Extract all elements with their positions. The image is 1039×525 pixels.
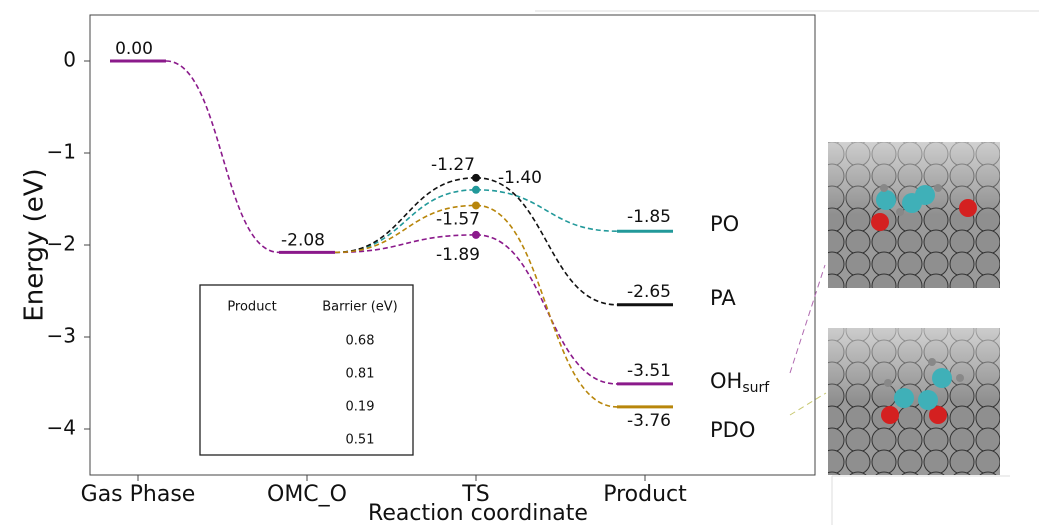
series-name: PDO xyxy=(710,418,755,442)
value-label: -1.57 xyxy=(436,209,480,229)
x-tick-label: TS xyxy=(461,482,489,507)
y-tick-label: −4 xyxy=(47,416,76,440)
connector xyxy=(334,204,477,254)
ts-point xyxy=(472,201,480,210)
y-tick-label: −2 xyxy=(47,232,76,256)
x-tick-label: OMC_O xyxy=(267,482,347,507)
series-label: PO xyxy=(710,212,739,236)
y-tick-label: −1 xyxy=(47,140,76,164)
connector xyxy=(475,177,618,306)
ts-point xyxy=(472,173,480,182)
series-name-subscript: surf xyxy=(742,380,770,396)
value-label: -3.76 xyxy=(627,411,671,431)
connector xyxy=(475,204,618,408)
ts-point xyxy=(472,230,480,239)
x-axis-label: Reaction coordinate xyxy=(368,501,588,525)
series-name: OH xyxy=(710,369,742,393)
table-header: Product xyxy=(227,300,276,315)
value-label: -1.89 xyxy=(436,245,480,265)
x-tick-label: Gas Phase xyxy=(81,482,196,507)
table-barrier: 0.68 xyxy=(346,334,375,349)
connector xyxy=(475,189,618,232)
series-label: OHsurf xyxy=(710,369,770,396)
value-label: -1.40 xyxy=(498,168,542,188)
series-name: PA xyxy=(710,286,736,310)
value-label: -3.51 xyxy=(627,361,671,381)
structure-image xyxy=(789,142,1000,475)
value-label: -1.85 xyxy=(627,207,671,227)
connector xyxy=(165,60,280,254)
table-header: Barrier (eV) xyxy=(322,300,397,315)
connector xyxy=(475,234,618,385)
y-tick-label: 0 xyxy=(63,48,76,72)
table-barrier: 0.19 xyxy=(346,400,375,415)
connector xyxy=(334,234,477,254)
table-barrier: 0.51 xyxy=(346,433,375,448)
series-name: PO xyxy=(710,212,739,236)
value-label: -2.65 xyxy=(627,282,671,302)
value-label: -1.27 xyxy=(431,155,475,175)
value-label: -2.08 xyxy=(281,230,325,250)
ts-point xyxy=(472,185,480,194)
barrier-table xyxy=(199,284,414,456)
y-tick-label: −3 xyxy=(47,324,76,348)
connector xyxy=(334,177,477,254)
y-axis-label: Energy (eV) xyxy=(20,168,50,321)
series-label: PA xyxy=(710,286,736,310)
table-barrier: 0.81 xyxy=(346,367,375,382)
series-label: PDO xyxy=(710,418,755,442)
value-label: 0.00 xyxy=(115,39,153,59)
x-tick-label: Product xyxy=(603,482,687,507)
